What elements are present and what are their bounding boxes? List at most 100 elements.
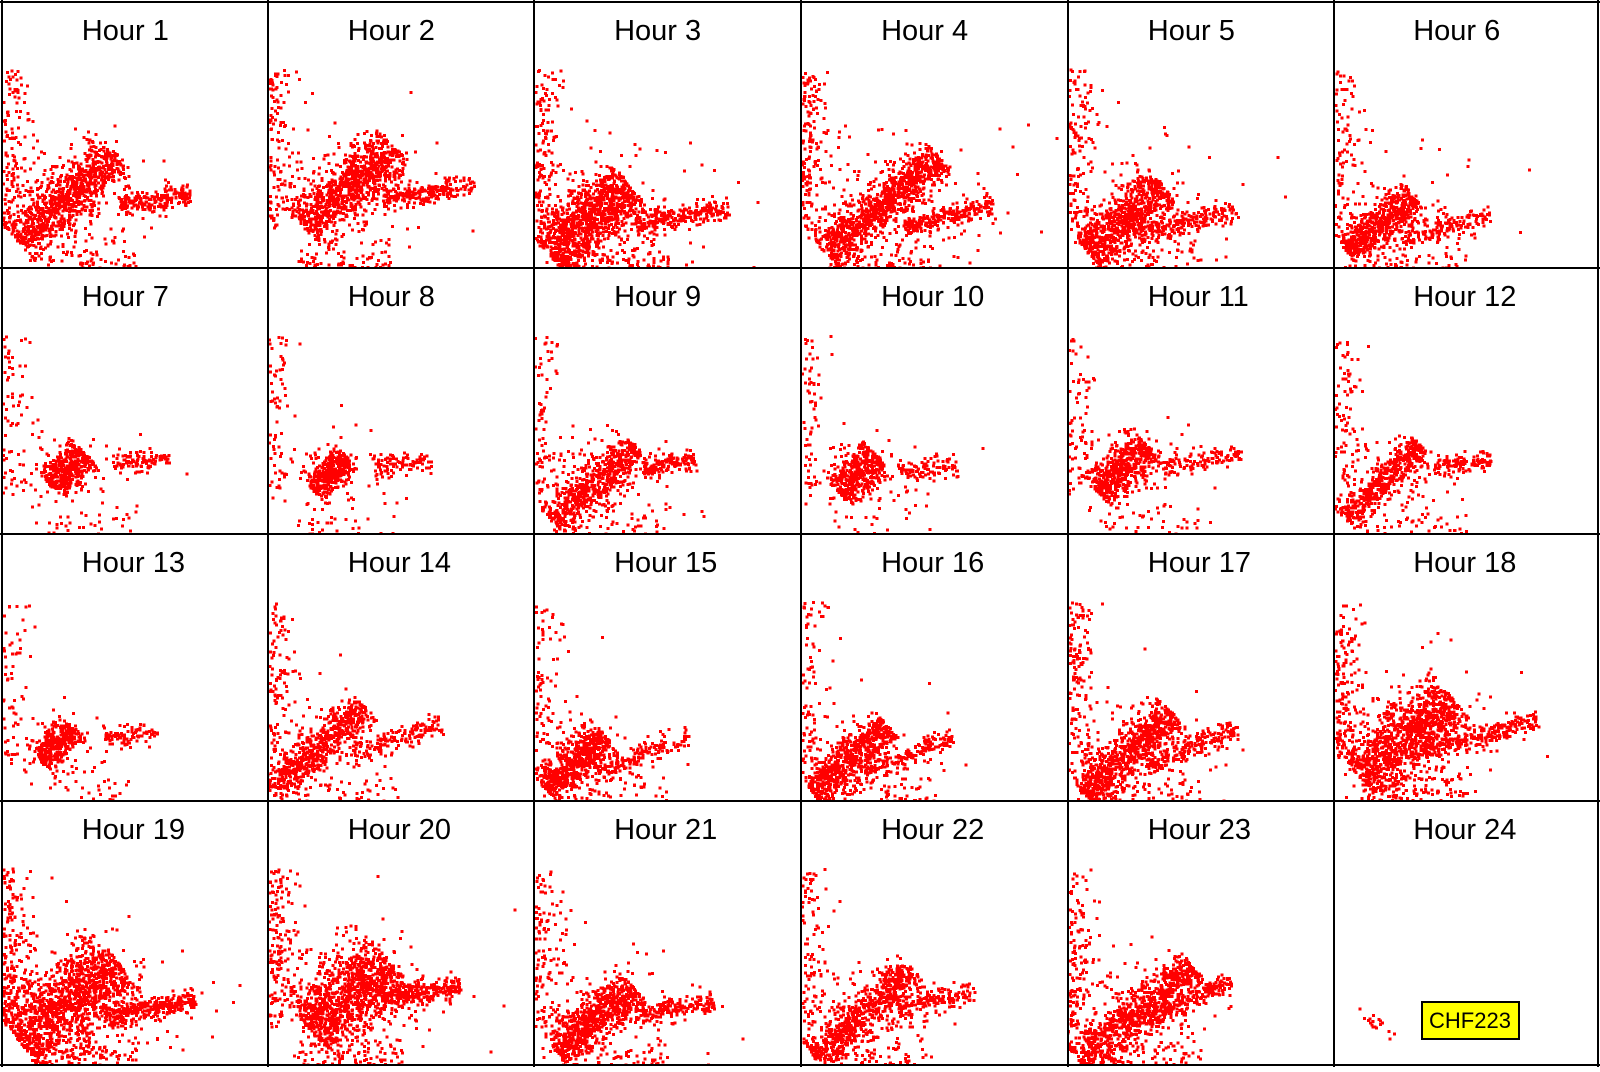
data-point	[311, 205, 315, 208]
data-point	[596, 188, 600, 192]
data-point	[100, 173, 104, 177]
data-point	[642, 226, 646, 230]
data-point	[720, 206, 724, 210]
data-point	[24, 189, 28, 193]
data-point	[122, 200, 126, 204]
data-point	[455, 189, 459, 193]
scatter-panel: Hour 3	[534, 15, 760, 268]
data-point	[695, 201, 699, 205]
data-point	[40, 227, 44, 231]
data-point	[188, 196, 192, 200]
data-point	[622, 206, 626, 209]
data-point	[19, 220, 23, 224]
data-point	[630, 201, 634, 205]
data-point	[375, 190, 378, 194]
data-point	[63, 201, 67, 205]
data-point	[546, 212, 550, 216]
data-point	[662, 257, 665, 261]
data-point	[95, 194, 98, 198]
data-point	[347, 183, 351, 187]
data-point	[576, 213, 580, 217]
data-point	[60, 194, 63, 198]
data-point	[706, 218, 710, 222]
data-point	[62, 219, 66, 223]
data-point	[704, 209, 708, 213]
data-point	[904, 196, 908, 200]
data-point	[88, 178, 92, 182]
data-point	[268, 118, 272, 122]
data-point	[53, 200, 57, 204]
data-point	[606, 236, 610, 240]
data-point	[277, 188, 281, 192]
data-point	[178, 191, 182, 195]
data-point	[329, 215, 333, 219]
data-point	[551, 139, 555, 143]
data-point	[908, 187, 911, 191]
data-point	[544, 196, 547, 200]
data-point	[352, 198, 356, 202]
data-point	[316, 212, 320, 216]
data-point	[22, 101, 26, 105]
data-point	[541, 164, 545, 168]
data-point	[89, 193, 93, 197]
data-point	[91, 140, 94, 143]
data-point	[141, 216, 145, 220]
data-point	[861, 209, 864, 213]
data-point	[137, 205, 140, 209]
data-point	[83, 189, 87, 192]
data-point	[554, 222, 558, 226]
data-point	[621, 249, 624, 253]
data-point	[291, 151, 295, 155]
data-point	[584, 242, 588, 246]
data-point	[20, 241, 24, 245]
data-point	[16, 210, 20, 214]
data-point	[373, 188, 376, 192]
data-point	[382, 141, 386, 145]
data-point	[354, 213, 358, 217]
data-point	[277, 204, 281, 208]
data-point	[711, 194, 714, 198]
data-point	[614, 232, 618, 236]
data-point	[4, 153, 8, 157]
data-point	[327, 246, 330, 250]
data-point	[127, 186, 131, 190]
data-point	[599, 231, 602, 235]
data-point	[412, 206, 416, 209]
data-point	[74, 205, 78, 209]
data-point	[40, 235, 44, 239]
data-point	[623, 251, 627, 254]
data-point	[329, 187, 333, 191]
data-point	[182, 194, 186, 198]
data-point	[46, 209, 50, 213]
data-point	[615, 191, 619, 195]
data-point	[559, 235, 563, 239]
data-point	[585, 237, 589, 241]
data-point	[897, 180, 901, 184]
data-point	[585, 222, 589, 226]
data-point	[394, 168, 398, 172]
data-point	[397, 176, 401, 180]
data-point	[380, 186, 384, 190]
data-point	[170, 196, 174, 200]
data-point	[555, 247, 559, 251]
data-point	[673, 228, 677, 231]
data-point	[426, 186, 430, 190]
data-point	[65, 252, 68, 256]
data-point	[344, 184, 348, 188]
data-point	[644, 225, 648, 229]
data-point	[640, 198, 644, 202]
data-point	[362, 141, 366, 145]
data-point	[180, 193, 184, 196]
data-point	[272, 216, 276, 220]
data-point	[371, 156, 375, 160]
data-point	[539, 215, 543, 219]
data-point	[382, 183, 386, 187]
data-point	[537, 191, 541, 195]
data-point	[297, 151, 300, 155]
data-point	[40, 229, 44, 233]
data-point	[107, 165, 111, 169]
data-point	[558, 265, 562, 268]
data-point	[402, 157, 405, 161]
data-point	[365, 198, 369, 201]
data-point	[576, 244, 580, 248]
